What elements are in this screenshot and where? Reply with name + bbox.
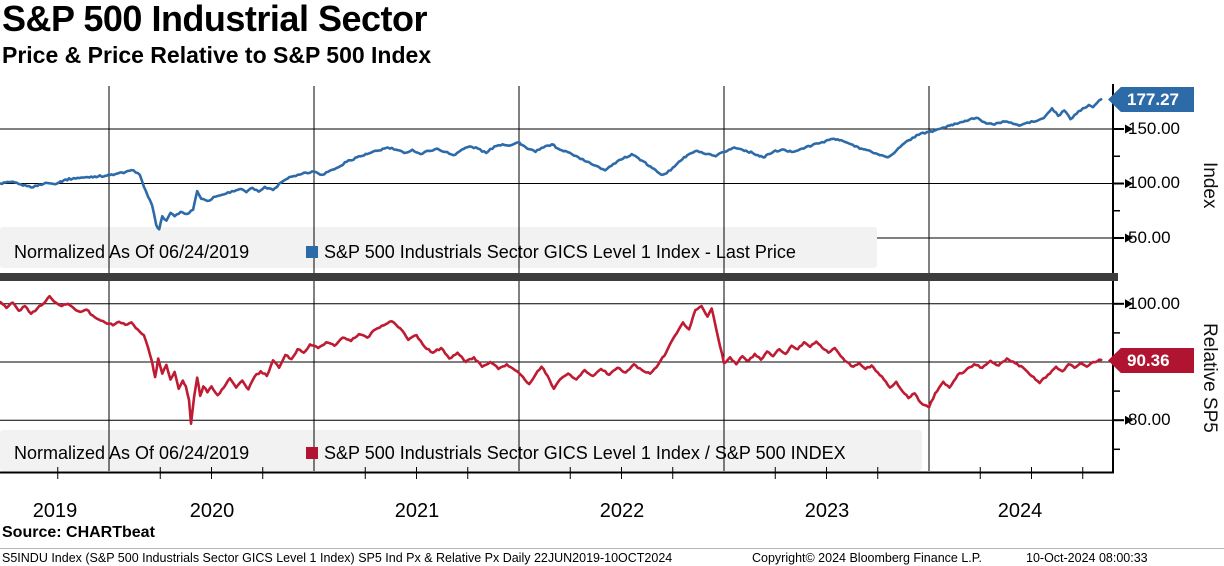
legend-top: Normalized As Of 06/24/2019 S&P 500 Indu… — [0, 240, 877, 264]
legend-bottom: Normalized As Of 06/24/2019 S&P 500 Indu… — [0, 441, 922, 465]
xtick-2024: 2024 — [997, 500, 1043, 522]
page-title: S&P 500 Industrial Sector — [2, 0, 428, 39]
page-subtitle: Price & Price Relative to S&P 500 Index — [2, 42, 432, 68]
last-relative-tag: 90.36 — [1108, 348, 1194, 373]
footer-copyright: Copyright© 2024 Bloomberg Finance L.P. — [752, 551, 982, 565]
footer-divider — [0, 548, 1224, 549]
legend-strips — [0, 227, 922, 471]
last-price-tag: 177.27 — [1108, 87, 1194, 112]
top-axis-title: Index — [1199, 161, 1220, 209]
x-axis-line — [0, 471, 1114, 474]
ytick-rel-80: 80.00 — [1128, 410, 1171, 429]
bottom-axis-title: Relative SP5 — [1199, 323, 1220, 433]
xtick-2019: 2019 — [32, 500, 78, 522]
ytick-100: 100.00 — [1128, 173, 1180, 192]
panel-separator — [0, 273, 1118, 281]
xtick-2021: 2021 — [394, 500, 440, 522]
source-label: Source: CHARTbeat — [2, 524, 155, 541]
footer-description: S5INDU Index (S&P 500 Industrials Sector… — [2, 551, 673, 565]
axes-frame — [0, 84, 1118, 474]
legend-strip-bottom — [0, 430, 922, 471]
xtick-2022: 2022 — [599, 500, 645, 522]
red-series-swatch-icon — [306, 447, 318, 459]
legend-normalized-label: Normalized As Of 06/24/2019 — [14, 242, 250, 262]
ytick-rel-100: 100.00 — [1128, 294, 1180, 313]
legend-strip-top — [0, 227, 877, 268]
legend-series-label: S&P 500 Industrials Sector GICS Level 1 … — [324, 443, 846, 463]
series-lines — [0, 98, 1103, 425]
right-axis-top — [1112, 84, 1114, 273]
ytick-150: 150.00 — [1128, 119, 1180, 138]
footer-timestamp: 10-Oct-2024 08:00:33 — [1026, 551, 1148, 565]
xtick-2020: 2020 — [189, 500, 235, 522]
blue-series-swatch-icon — [306, 246, 318, 258]
xtick-2023: 2023 — [804, 500, 850, 522]
right-axis-bottom — [1112, 281, 1114, 473]
ytick-50: 50.00 — [1128, 228, 1171, 247]
axis-ticks — [1112, 101, 1133, 451]
legend-series-label: S&P 500 Industrials Sector GICS Level 1 … — [324, 242, 796, 262]
legend-normalized-label: Normalized As Of 06/24/2019 — [14, 443, 250, 463]
